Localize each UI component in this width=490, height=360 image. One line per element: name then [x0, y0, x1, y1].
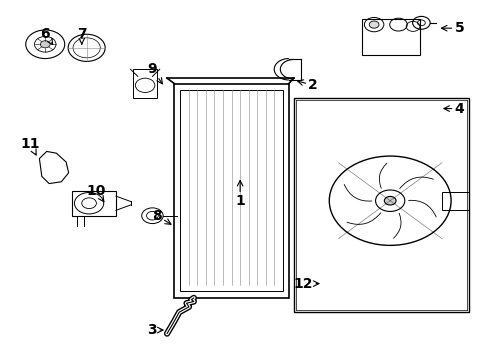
Bar [294, 98, 469, 312]
Text: 9: 9 [147, 62, 162, 84]
Bar [180, 90, 283, 292]
Bar [133, 69, 157, 98]
Bar [362, 19, 420, 55]
Circle shape [384, 197, 396, 205]
Text: 4: 4 [444, 102, 464, 116]
Text: 12: 12 [294, 276, 319, 291]
Text: 6: 6 [41, 27, 53, 45]
Text: 5: 5 [441, 21, 464, 35]
Text: 2: 2 [297, 78, 318, 92]
Circle shape [40, 41, 50, 48]
Text: 3: 3 [147, 323, 163, 337]
Circle shape [369, 21, 379, 28]
Bar [174, 84, 289, 298]
Bar [442, 192, 469, 210]
Text: 10: 10 [87, 184, 106, 202]
Text: 1: 1 [235, 180, 245, 208]
Text: 11: 11 [21, 137, 40, 155]
Text: 7: 7 [77, 27, 87, 44]
Bar [72, 191, 116, 216]
Text: 8: 8 [152, 209, 171, 224]
